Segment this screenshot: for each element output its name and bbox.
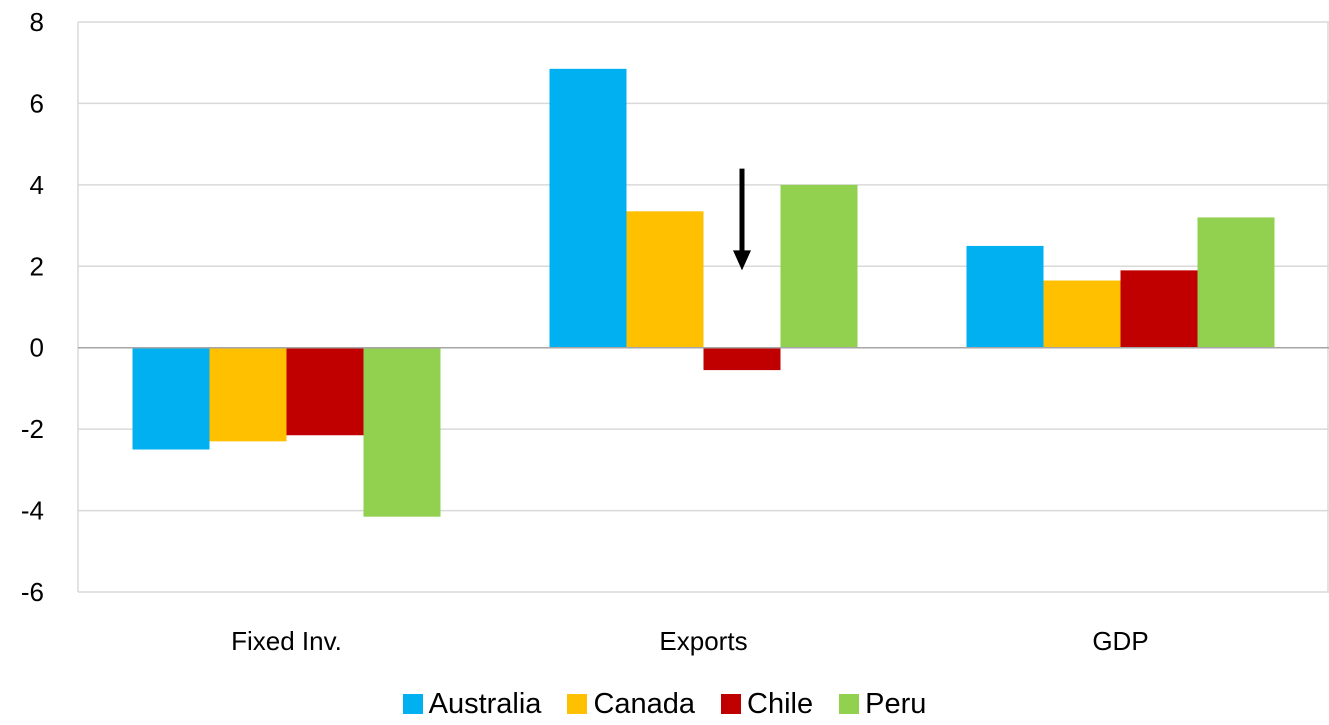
legend-swatch xyxy=(721,694,742,714)
y-tick-label: 6 xyxy=(30,88,44,118)
legend-item-canada: Canada xyxy=(567,687,696,720)
y-tick-label: 4 xyxy=(30,170,44,200)
down-arrow-head xyxy=(733,250,751,271)
y-tick-label: 8 xyxy=(30,7,44,37)
legend-label: Australia xyxy=(428,687,542,720)
bar-peru xyxy=(363,347,441,517)
legend-item-australia: Australia xyxy=(402,687,542,720)
bar-australia xyxy=(549,68,627,348)
bar-canada xyxy=(626,211,704,348)
y-tick-label: -2 xyxy=(21,414,44,444)
y-tick-label: 0 xyxy=(30,333,44,363)
bar-chart: -6 -4 -2 0 2 4 6 8 Fixed Inv. Exports GDP xyxy=(21,7,1329,656)
bar-canada xyxy=(1043,280,1121,348)
bar-peru xyxy=(780,184,858,348)
x-category-label: Fixed Inv. xyxy=(231,626,342,656)
legend-item-chile: Chile xyxy=(721,687,814,720)
legend-swatch xyxy=(567,694,588,714)
legend-label: Canada xyxy=(593,687,696,720)
legend-item-peru: Peru xyxy=(839,687,927,720)
y-tick-label: -4 xyxy=(21,496,44,526)
legend-swatch xyxy=(839,694,860,714)
bar-australia xyxy=(132,347,210,450)
bar-chile xyxy=(703,347,781,371)
bar-chile xyxy=(286,347,364,436)
bar-chile xyxy=(1120,270,1198,348)
legend-label: Peru xyxy=(865,687,927,720)
legend-swatch xyxy=(402,694,423,714)
y-tick-label: -6 xyxy=(21,577,44,607)
legend-label: Chile xyxy=(747,687,814,720)
y-tick-label: 2 xyxy=(30,251,44,281)
bar-canada xyxy=(209,347,287,442)
x-category-label: GDP xyxy=(1092,626,1148,656)
bar-peru xyxy=(1197,217,1275,348)
legend: Australia Canada Chile Peru xyxy=(0,684,1329,724)
bar-australia xyxy=(966,245,1044,348)
x-category-label: Exports xyxy=(659,626,747,656)
